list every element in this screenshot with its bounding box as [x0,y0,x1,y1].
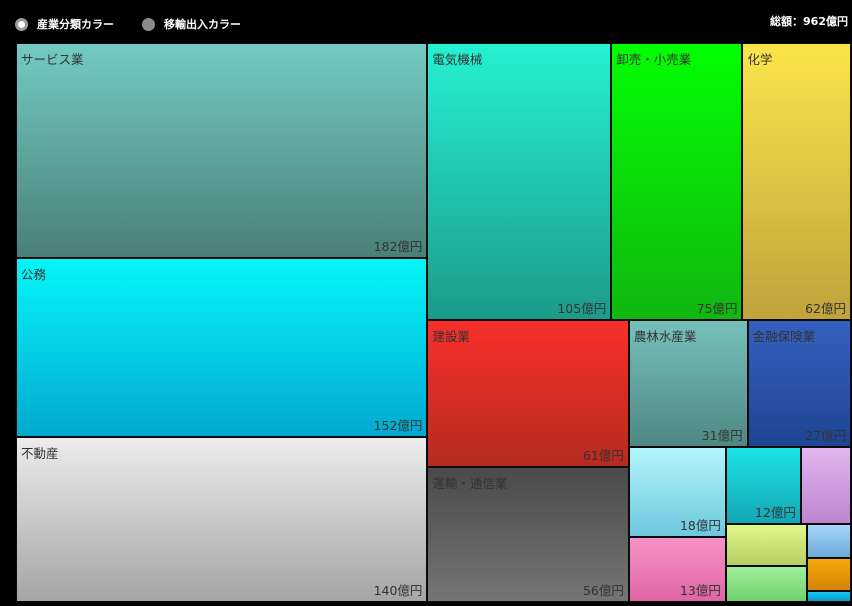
tile-value: 18億円 [679,517,721,533]
treemap-tile[interactable]: 建設業 61億円 [427,320,629,468]
tile-value: 61億円 [582,448,624,464]
treemap-tile[interactable] [807,524,851,558]
tile-name: 不動産 [21,445,59,461]
treemap: サービス業 182億円 公務 152億円 不動産 140億円 電気機械 105億円 卸売・小売業… [16,43,851,602]
treemap-tile[interactable]: 卸売・小売業 75億円 [611,43,743,321]
radio-trade-color[interactable]: 移輸出入カラー [142,16,241,32]
treemap-tile[interactable] [807,590,851,602]
tile-name: 公務 [21,266,47,282]
tile-value: 105億円 [557,301,607,317]
treemap-tile[interactable]: 不動産 140億円 [16,436,428,602]
treemap-tile[interactable]: 公務 152億円 [16,257,428,437]
tile-value: 75億円 [696,301,738,317]
tile-name: 卸売・小売業 [616,52,692,67]
treemap-tile[interactable] [800,446,851,525]
treemap-tile[interactable]: 金融保険業 27億円 [747,320,851,447]
tile-value: 27億円 [805,427,846,443]
tile-name: 建設業 [432,329,470,345]
radio-industry-color[interactable]: 産業分類カラー [15,16,114,32]
tile-name: 電気機械 [432,52,483,67]
top-bar: 産業分類カラー 移輸出入カラー 総額：962億円 [0,0,852,42]
treemap-tile[interactable]: 農林水産業 31億円 [628,320,748,447]
treemap-tile[interactable] [807,557,851,591]
tile-value: 152億円 [373,417,423,433]
tile-name: 金融保険業 [752,329,816,345]
total-amount: 総額：962億円 [770,15,848,28]
treemap-tile[interactable]: 13億円 [628,536,726,602]
tile-name: 化学 [747,52,773,67]
treemap-tile[interactable]: 12億円 [725,446,801,525]
treemap-tile[interactable] [725,524,808,567]
tile-name: 運輸・通信業 [432,476,508,492]
radio-industry-label: 産業分類カラー [37,18,114,31]
radio-selected-icon [15,17,28,31]
tile-value: 56億円 [582,582,624,598]
tile-value: 12億円 [755,505,796,521]
tile-name: サービス業 [21,52,84,67]
tile-value: 182億円 [373,238,423,254]
treemap-tile[interactable] [725,566,808,602]
tile-value: 13億円 [679,582,721,598]
tile-value: 62億円 [805,301,846,317]
radio-unselected-icon [142,17,155,31]
treemap-tile[interactable]: 18億円 [628,446,726,537]
treemap-tile[interactable]: 電気機械 105億円 [427,43,612,321]
radio-trade-label: 移輸出入カラー [164,18,241,31]
treemap-tile[interactable]: 化学 62億円 [742,43,851,321]
treemap-tile[interactable]: 運輸・通信業 56億円 [427,467,629,602]
treemap-tile[interactable]: サービス業 182億円 [16,43,428,258]
tile-name: 農林水産業 [633,329,697,345]
tile-value: 31億円 [701,427,743,443]
tile-value: 140億円 [373,582,423,598]
